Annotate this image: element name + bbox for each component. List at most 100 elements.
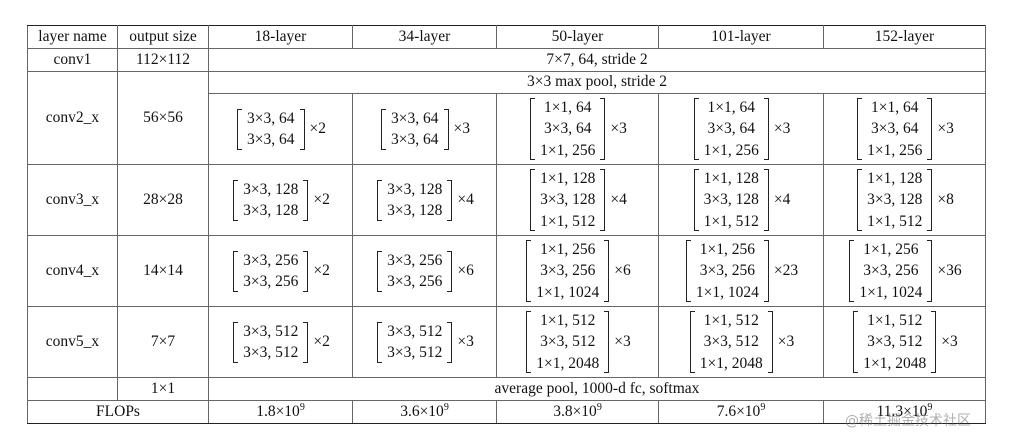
block-repeat-count: ×2 [313,261,330,279]
block-layer-spec: 1×1, 256 [703,141,759,159]
conv2-50-layer-block: 1×1, 64 3×3, 64 1×1, 256 ×3 [496,93,659,165]
block-layer-spec: 3×3, 256 [243,273,299,290]
block-repeat-count: ×23 [773,261,799,279]
block-layer-spec: 3×3, 256 [540,262,596,280]
flops-exponent: 9 [299,401,305,413]
block-repeat-count: ×3 [777,332,795,350]
block-layer-spec: 1×1, 256 [863,240,919,258]
bracket-block: 1×1, 256 3×3, 256 1×1, 1024 [847,239,934,304]
conv4-name: conv4_x [27,235,118,307]
block-group: 3×3, 256 3×3, 256 ×6 [375,250,474,293]
final-name [27,377,118,401]
bracket-block: 1×1, 256 3×3, 256 1×1, 1024 [684,239,771,304]
conv5-152-layer-block: 1×1, 512 3×3, 512 1×1, 2048 ×3 [823,306,986,378]
block-repeat-count: ×3 [610,119,627,137]
block-layer-spec: 3×3, 512 [867,333,923,351]
block-repeat-count: ×3 [941,332,958,350]
bracket-block: 1×1, 64 3×3, 64 1×1, 256 [528,97,607,162]
conv3-34-layer-block: 3×3, 128 3×3, 128 ×4 [352,164,497,236]
block-group: 1×1, 256 3×3, 256 1×1, 1024 ×6 [524,239,631,304]
block-layer-spec: 1×1, 2048 [536,354,600,372]
block-layer-spec: 3×3, 128 [243,180,299,198]
header-34-layer: 34-layer [352,25,497,49]
block-layer-spec: 3×3, 256 [387,273,443,290]
block-group: 1×1, 512 3×3, 512 1×1, 2048 ×3 [851,310,958,375]
flops-18-layer: 1.8×109 [208,400,353,424]
conv5-size: 7×7 [117,306,209,378]
block-layer-spec: 1×1, 512 [703,311,759,329]
block-group: 1×1, 128 3×3, 128 1×1, 512 ×4 [692,168,791,233]
conv3-18-layer-block: 3×3, 128 3×3, 128 ×2 [208,164,353,236]
block-layer-spec: 1×1, 1024 [859,283,923,301]
header-18-layer: 18-layer [208,25,353,49]
block-layer-spec: 3×3, 64 [871,120,919,138]
block-layer-spec: 1×1, 256 [699,240,755,258]
bracket-block: 1×1, 128 3×3, 128 1×1, 512 [855,168,934,233]
block-layer-spec: 1×1, 128 [703,169,759,187]
block-repeat-count: ×3 [453,119,471,137]
flops-row: FLOPs 1.8×109 3.6×109 3.8×109 7.6×109 11.3×1… [27,400,986,424]
bracket-block: 1×1, 512 3×3, 512 1×1, 2048 [851,310,938,375]
block-layer-spec: 3×3, 64 [391,109,439,127]
conv1-desc: 7×7, 64, stride 2 [208,48,986,72]
block-group: 1×1, 64 3×3, 64 1×1, 256 ×3 [855,97,954,162]
bracket-block: 3×3, 64 3×3, 64 [379,108,451,151]
block-group: 1×1, 256 3×3, 256 1×1, 1024 ×36 [847,239,962,304]
header-row: layer name output size 18-layer 34-layer… [27,25,986,49]
conv5-name: conv5_x [27,306,118,378]
conv2-size: 56×56 [117,71,209,165]
block-layer-spec: 3×3, 64 [391,131,439,148]
conv3-size: 28×28 [117,164,209,236]
block-layer-spec: 3×3, 128 [387,180,443,198]
conv2-row: 3×3, 64 3×3, 64 ×2 3×3, 64 3×3, 64 ×3 1×1, 64 3… [28,93,986,165]
block-layer-spec: 3×3, 512 [243,322,299,340]
bracket-block: 1×1, 256 3×3, 256 1×1, 1024 [524,239,611,304]
flops-mantissa: 3.8×10 [553,402,597,420]
block-layer-spec: 3×3, 64 [544,120,592,138]
block-repeat-count: ×2 [313,332,330,350]
conv2-101-layer-block: 1×1, 64 3×3, 64 1×1, 256 ×3 [658,93,824,165]
block-repeat-count: ×36 [937,261,962,279]
flops-label: FLOPs [27,400,209,424]
block-group: 1×1, 256 3×3, 256 1×1, 1024 ×23 [684,239,798,304]
block-repeat-count: ×4 [610,190,627,208]
block-layer-spec: 1×1, 128 [867,169,923,187]
block-repeat-count: ×3 [614,332,631,350]
conv4-34-layer-block: 3×3, 256 3×3, 256 ×6 [352,235,497,307]
conv5-18-layer-block: 3×3, 512 3×3, 512 ×2 [208,306,353,378]
block-repeat-count: ×4 [773,190,791,208]
block-repeat-count: ×4 [457,190,474,208]
block-repeat-count: ×6 [457,261,474,279]
conv3-152-layer-block: 1×1, 128 3×3, 128 1×1, 512 ×8 [823,164,986,236]
conv4-101-layer-block: 1×1, 256 3×3, 256 1×1, 1024 ×23 [658,235,824,307]
block-repeat-count: ×3 [937,119,954,137]
pool-desc: 3×3 max pool, stride 2 [208,71,986,94]
bracket-block: 3×3, 128 3×3, 128 [375,179,454,222]
block-layer-spec: 1×1, 2048 [699,354,763,372]
block-layer-spec: 3×3, 256 [243,251,299,269]
block-layer-spec: 3×3, 64 [247,109,295,127]
flops-101-layer: 7.6×109 [658,400,824,424]
conv2-18-layer-block: 3×3, 64 3×3, 64 ×2 [208,93,353,165]
block-layer-spec: 1×1, 256 [540,240,596,258]
final-size: 1×1 [117,377,209,401]
block-repeat-count: ×2 [309,119,327,137]
block-repeat-count: ×8 [937,190,954,208]
block-repeat-count: ×3 [773,119,791,137]
block-layer-spec: 3×3, 64 [247,131,295,148]
flops-152-layer: 11.3×109 [823,400,986,424]
block-group: 3×3, 128 3×3, 128 ×2 [231,179,330,222]
bracket-block: 1×1, 512 3×3, 512 1×1, 2048 [688,310,775,375]
block-layer-spec: 3×3, 512 [540,333,596,351]
conv4-152-layer-block: 1×1, 256 3×3, 256 1×1, 1024 ×36 [823,235,986,307]
block-layer-spec: 3×3, 128 [243,202,299,219]
conv4-18-layer-block: 3×3, 256 3×3, 256 ×2 [208,235,353,307]
header-101-layer: 101-layer [658,25,824,49]
header-152-layer: 152-layer [823,25,986,49]
block-layer-spec: 1×1, 512 [867,311,923,329]
block-group: 3×3, 512 3×3, 512 ×3 [375,321,474,364]
block-layer-spec: 3×3, 512 [703,333,759,351]
block-layer-spec: 1×1, 1024 [536,283,600,301]
conv2-34-layer-block: 3×3, 64 3×3, 64 ×3 [352,93,497,165]
final-row: 1×1 average pool, 1000-d fc, softmax [27,377,986,401]
